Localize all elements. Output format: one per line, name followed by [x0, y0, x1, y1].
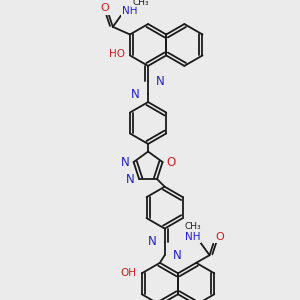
Text: HO: HO [109, 49, 124, 58]
Text: NH: NH [184, 232, 200, 242]
Text: N: N [126, 172, 135, 186]
Text: N: N [156, 75, 165, 88]
Text: O: O [167, 156, 176, 169]
Text: O: O [216, 232, 224, 242]
Text: N: N [148, 236, 157, 248]
Text: CH₃: CH₃ [132, 0, 149, 7]
Text: O: O [101, 3, 110, 13]
Text: CH₃: CH₃ [184, 222, 201, 231]
Text: N: N [173, 249, 182, 262]
Text: OH: OH [120, 268, 136, 278]
Text: N: N [121, 156, 129, 169]
Text: NH: NH [122, 6, 138, 16]
Text: N: N [131, 88, 140, 101]
